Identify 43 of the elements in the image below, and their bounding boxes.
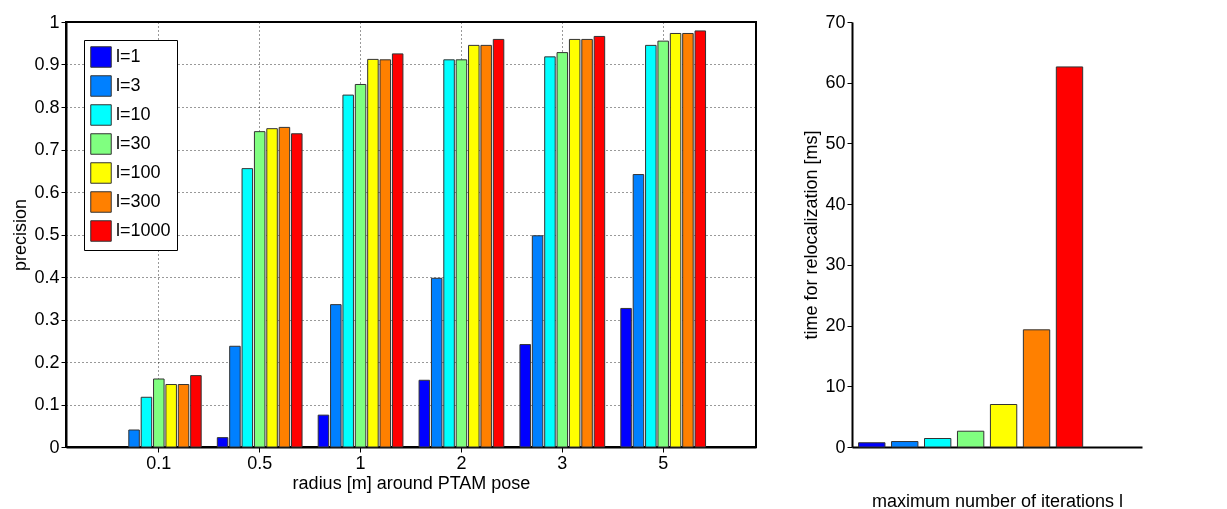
legend-label: l=1 <box>116 46 141 66</box>
y-tick-label: 60 <box>825 72 846 93</box>
legend-label: l=100 <box>116 162 161 182</box>
bar <box>891 441 919 448</box>
legend-label: l=1000 <box>116 220 171 240</box>
y-tick-label: 0.3 <box>34 309 60 329</box>
y-tick-label: 20 <box>825 315 846 336</box>
y-tick-label: 0.9 <box>34 54 60 74</box>
y-tick-label: 0.1 <box>34 394 60 414</box>
y-tick-label: 40 <box>825 193 846 214</box>
bar <box>858 442 886 448</box>
y-tick-label: 70 <box>825 11 846 32</box>
y-tick-label: 50 <box>825 132 846 153</box>
x-axis-title: radius [m] around PTAM pose <box>292 472 531 493</box>
x-tick-label: 0.5 <box>247 452 273 473</box>
y-tick-label: 0.7 <box>34 139 60 159</box>
y-tick-label: 0.4 <box>34 266 60 287</box>
bar <box>956 430 985 448</box>
bar <box>924 438 952 448</box>
y-tick-label: 0 <box>835 436 846 457</box>
y-tick-label: 0.2 <box>34 351 60 372</box>
y-tick-label: 0.6 <box>34 181 60 202</box>
y-tick-label: 0.5 <box>34 224 60 244</box>
bar <box>1055 66 1084 448</box>
bar <box>989 404 1018 448</box>
y-tick-label: 0.8 <box>34 96 60 117</box>
legend-label: l=10 <box>116 104 151 124</box>
legend-label: l=3 <box>116 75 141 95</box>
x-tick-label: 0.1 <box>146 452 172 473</box>
y-tick-label: 30 <box>825 254 846 275</box>
y-axis-title: precision <box>10 198 31 272</box>
x-tick-label: 2 <box>456 452 467 473</box>
x-tick-label: 5 <box>658 452 669 473</box>
x-tick-label: 3 <box>557 452 568 473</box>
x-axis-title: maximum number of iterations l <box>871 490 1124 509</box>
bar <box>1022 329 1051 448</box>
legend-label: l=30 <box>116 133 151 153</box>
y-axis-title: time for relocalization [ms] <box>801 130 822 340</box>
x-tick-label: 1 <box>355 452 366 473</box>
y-tick-label: 10 <box>825 375 846 396</box>
y-tick-label: 0 <box>49 436 60 457</box>
legend-label: l=300 <box>116 191 161 211</box>
y-tick-label: 1 <box>49 11 60 32</box>
